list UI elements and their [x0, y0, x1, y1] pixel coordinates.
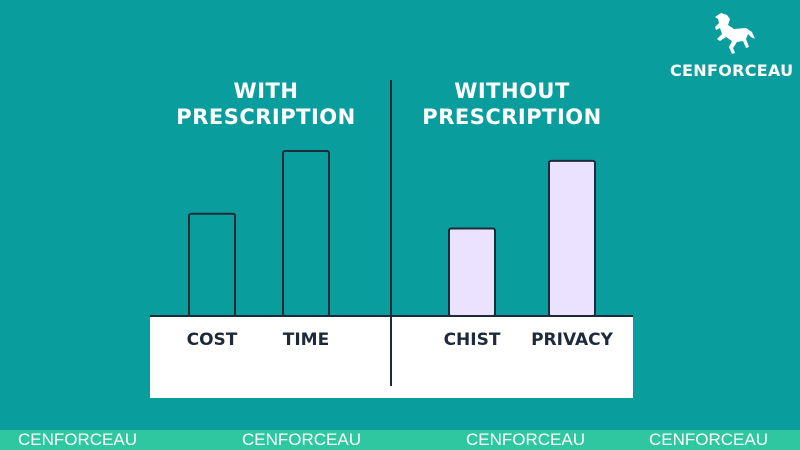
bar-cost	[188, 212, 236, 317]
brand-logo: CENFORCEAU	[670, 10, 794, 80]
horse-icon	[715, 13, 755, 54]
ticks-layer: COST TIME CHIST PRIVACY	[187, 330, 614, 350]
footer-watermark: CENFORCEAU	[18, 430, 138, 449]
tick-label-privacy: PRIVACY	[531, 330, 614, 350]
footer-watermark: CENFORCEAU	[466, 430, 586, 449]
tick-label-cost: COST	[187, 330, 238, 350]
chart-title-without-prescription: WITHOUT PRESCRIPTION	[422, 79, 602, 129]
brand-name: CENFORCEAU	[670, 61, 794, 80]
bar-chist	[448, 227, 496, 317]
tick-label-time: TIME	[283, 330, 329, 350]
bars-layer	[188, 150, 596, 317]
footer-watermark: CENFORCEAU	[649, 430, 769, 449]
footer-strip: CENFORCEAU CENFORCEAU CENFORCEAU CENFORC…	[0, 430, 800, 450]
bar-privacy	[548, 159, 596, 317]
chart-title-with-prescription: WITH PRESCRIPTION	[176, 79, 356, 129]
bar-time	[282, 150, 330, 317]
tick-label-chist: CHIST	[444, 330, 501, 350]
footer-watermark: CENFORCEAU	[242, 430, 362, 449]
